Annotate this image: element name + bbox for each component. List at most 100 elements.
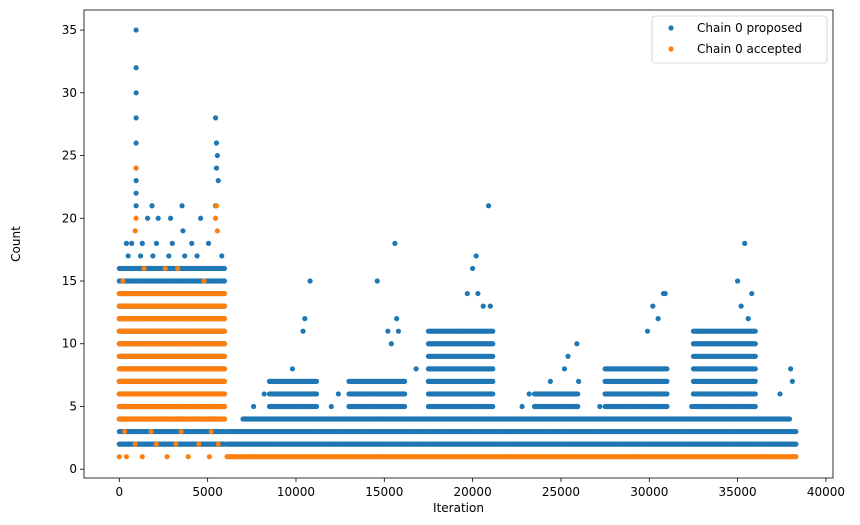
proposed-point bbox=[388, 341, 394, 347]
proposed-point bbox=[519, 403, 525, 410]
proposed-point bbox=[752, 378, 758, 384]
proposed-point bbox=[788, 366, 794, 372]
proposed-point bbox=[402, 403, 408, 410]
accepted-point bbox=[221, 316, 228, 322]
proposed-point bbox=[133, 27, 139, 33]
proposed-point bbox=[738, 303, 744, 309]
proposed-point bbox=[526, 391, 532, 397]
proposed-point bbox=[123, 240, 129, 246]
accepted-point bbox=[221, 303, 228, 309]
proposed-point bbox=[197, 215, 204, 221]
accepted-point bbox=[221, 403, 228, 410]
accepted-point bbox=[221, 341, 228, 347]
plot-area-points bbox=[116, 27, 799, 460]
proposed-point bbox=[133, 190, 139, 196]
proposed-point bbox=[662, 290, 668, 297]
proposed-point bbox=[395, 328, 402, 334]
proposed-point bbox=[155, 215, 161, 221]
proposed-point bbox=[313, 403, 320, 410]
proposed-point bbox=[689, 403, 695, 410]
accepted-point bbox=[221, 366, 228, 372]
proposed-point bbox=[575, 403, 581, 410]
accepted-point bbox=[221, 378, 228, 384]
proposed-point bbox=[133, 140, 139, 146]
proposed-point bbox=[213, 165, 220, 171]
proposed-point bbox=[169, 240, 175, 246]
proposed-point bbox=[289, 366, 296, 372]
proposed-point bbox=[425, 378, 432, 384]
proposed-point bbox=[149, 203, 155, 209]
proposed-point bbox=[490, 403, 496, 410]
proposed-point bbox=[597, 403, 603, 410]
proposed-point bbox=[194, 253, 200, 259]
proposed-point bbox=[133, 115, 139, 121]
proposed-point bbox=[485, 203, 492, 209]
accepted-point bbox=[221, 290, 228, 297]
proposed-point bbox=[402, 378, 408, 384]
proposed-point bbox=[125, 253, 131, 259]
proposed-point bbox=[575, 391, 581, 397]
proposed-point bbox=[300, 328, 306, 334]
proposed-point bbox=[213, 115, 219, 121]
proposed-point bbox=[392, 240, 398, 246]
proposed-point bbox=[745, 316, 751, 322]
proposed-point bbox=[490, 366, 496, 372]
proposed-point bbox=[655, 316, 661, 322]
proposed-point bbox=[133, 90, 139, 96]
proposed-point bbox=[789, 378, 795, 384]
proposed-point bbox=[475, 290, 481, 297]
proposed-point bbox=[464, 290, 470, 297]
proposed-point bbox=[215, 178, 221, 184]
proposed-point bbox=[752, 353, 758, 359]
proposed-point bbox=[752, 341, 758, 347]
proposed-point bbox=[644, 328, 651, 334]
proposed-point bbox=[180, 228, 186, 234]
proposed-point bbox=[205, 240, 212, 246]
accepted-point bbox=[221, 353, 228, 359]
proposed-point bbox=[561, 366, 568, 372]
proposed-point bbox=[213, 140, 220, 146]
proposed-point bbox=[574, 341, 580, 347]
proposed-point bbox=[470, 265, 476, 272]
proposed-point bbox=[328, 403, 334, 410]
proposed-point bbox=[565, 353, 571, 359]
proposed-point bbox=[219, 253, 225, 259]
proposed-point bbox=[385, 328, 391, 334]
proposed-point bbox=[133, 178, 139, 184]
proposed-point bbox=[621, 378, 628, 384]
proposed-point bbox=[374, 278, 380, 284]
proposed-point bbox=[413, 366, 419, 372]
proposed-point bbox=[547, 378, 553, 384]
proposed-point bbox=[487, 303, 493, 309]
proposed-point bbox=[250, 403, 257, 410]
proposed-point bbox=[150, 253, 156, 259]
proposed-point bbox=[394, 316, 400, 322]
proposed-point bbox=[703, 378, 709, 384]
proposed-point bbox=[167, 215, 174, 221]
proposed-point bbox=[752, 391, 758, 397]
proposed-point bbox=[302, 316, 308, 322]
accepted-point bbox=[221, 416, 228, 422]
proposed-point bbox=[144, 215, 151, 221]
proposed-point bbox=[490, 378, 496, 384]
proposed-point bbox=[749, 290, 755, 297]
proposed-point bbox=[793, 441, 799, 447]
proposed-point bbox=[786, 416, 793, 422]
proposed-point bbox=[735, 278, 741, 284]
proposed-point bbox=[490, 353, 496, 359]
proposed-point bbox=[153, 240, 160, 246]
proposed-point bbox=[473, 253, 479, 259]
proposed-point bbox=[480, 303, 486, 309]
proposed-point bbox=[182, 253, 188, 259]
proposed-point bbox=[650, 303, 656, 309]
proposed-point bbox=[313, 378, 320, 384]
proposed-point bbox=[221, 278, 228, 284]
accepted-point bbox=[221, 328, 228, 334]
proposed-point bbox=[490, 391, 496, 397]
proposed-point bbox=[313, 391, 320, 397]
proposed-point bbox=[210, 265, 216, 272]
proposed-point bbox=[279, 378, 285, 384]
proposed-point bbox=[576, 378, 582, 384]
proposed-point bbox=[664, 391, 670, 397]
proposed-point bbox=[214, 152, 220, 159]
